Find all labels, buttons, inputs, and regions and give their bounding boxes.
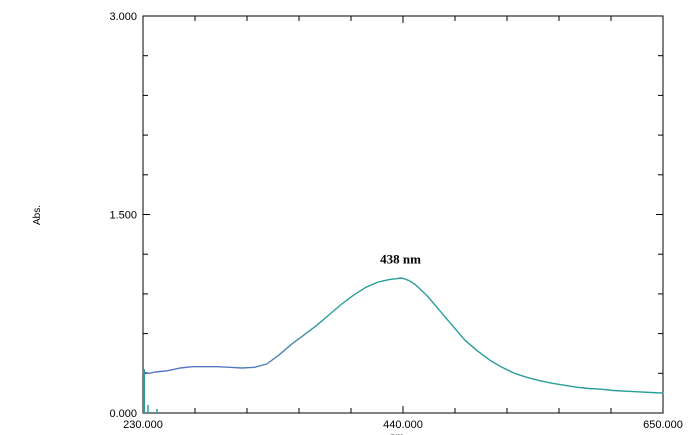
y-tick-label: 1.500 <box>109 210 137 222</box>
x-tick-label: 650.000 <box>643 419 683 431</box>
x-axis-label: nm <box>390 432 404 435</box>
y-tick-label: 0.000 <box>109 408 137 420</box>
y-tick-label: 3.000 <box>109 11 137 23</box>
x-tick-label: 440.000 <box>383 419 423 431</box>
plot-frame <box>142 15 664 414</box>
x-tick-label: 230.000 <box>123 419 163 431</box>
peak-annotation: 438 nm <box>380 251 421 266</box>
absorbance-series-line <box>142 277 664 394</box>
y-axis-label: Abs. <box>32 205 43 225</box>
